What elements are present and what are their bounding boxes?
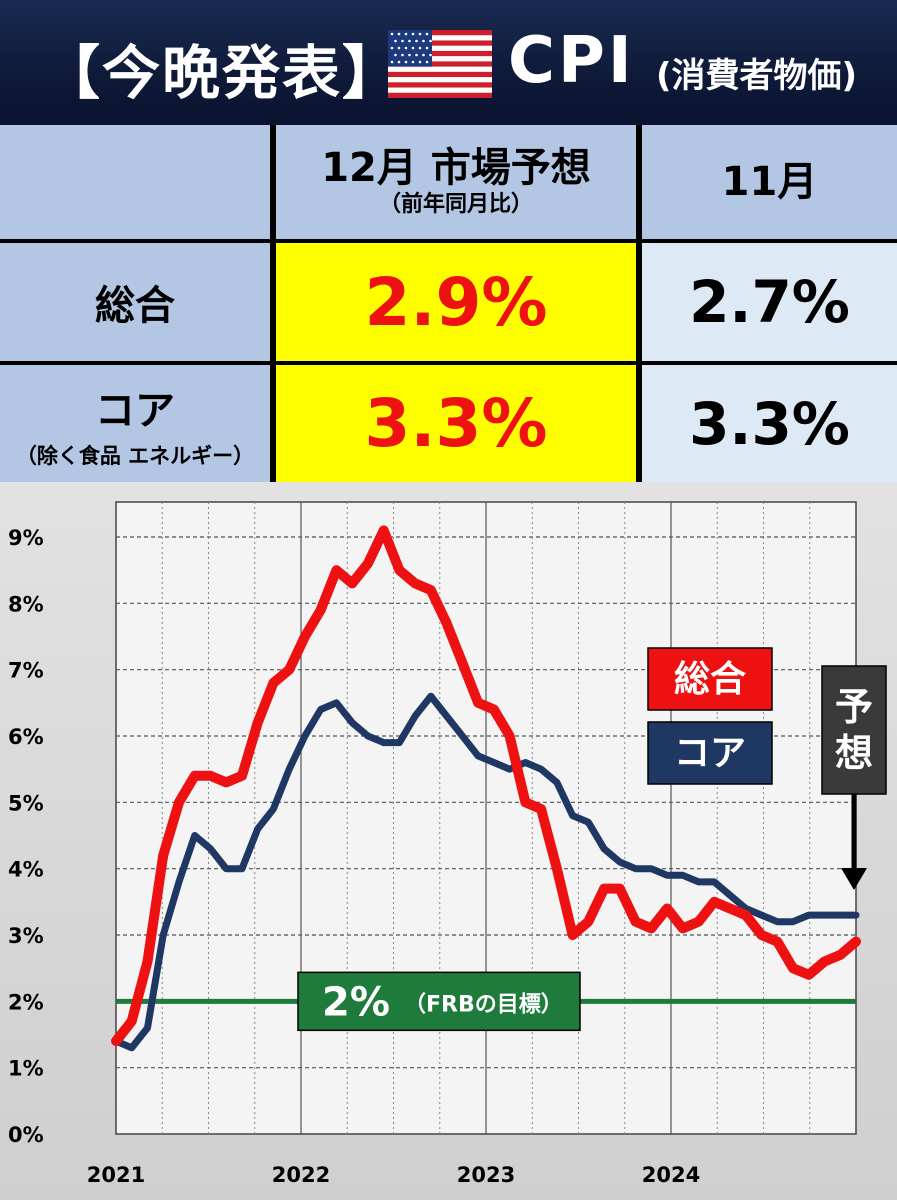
header-title: 【今晩発表】: [42, 39, 403, 107]
headline-forecast-cell: 2.9%: [276, 243, 636, 361]
row-label-text: 総合: [95, 283, 175, 329]
headline-prev-value: 2.7%: [689, 268, 850, 336]
forecast-table: 12月 市場予想 （前年同月比） 11月 総合 2.9% 2.7% コア （除く…: [0, 125, 897, 482]
x-tick-label: 2023: [457, 1163, 515, 1187]
target-label-note: （FRBの目標）: [404, 992, 563, 1017]
forecast-marker-char: 想: [835, 731, 873, 775]
y-tick-label: 1%: [8, 1057, 44, 1081]
prev-header-title: 11月: [721, 159, 818, 205]
core-forecast-value: 3.3%: [364, 385, 548, 462]
legend-core-label: コア: [674, 733, 746, 774]
header-banner: 【今晩発表】 CPI (消費者物価): [0, 0, 897, 125]
table-corner-cell: [0, 125, 270, 239]
row-label-core: コア （除く食品 エネルギー）: [0, 365, 270, 482]
x-tick-label: 2022: [272, 1163, 330, 1187]
y-tick-label: 3%: [8, 924, 44, 948]
x-tick-label: 2024: [642, 1163, 700, 1187]
y-tick-label: 2%: [8, 990, 44, 1014]
legend-core-box: [647, 721, 773, 785]
row-label-text: コア: [95, 387, 175, 434]
table-header-prev: 11月: [642, 125, 897, 239]
series-line-headline: [111, 525, 861, 1047]
y-tick-label: 9%: [8, 526, 44, 550]
core-prev-value: 3.3%: [689, 389, 850, 458]
header-subtitle: (消費者物価): [656, 56, 858, 96]
y-tick-label: 6%: [8, 725, 44, 749]
forecast-marker-box: [821, 665, 887, 795]
y-tick-label: 7%: [8, 659, 44, 683]
series-line-core: [112, 692, 860, 1052]
row-label-headline: 総合: [0, 243, 270, 361]
legend-headline-label: 総合: [674, 659, 746, 700]
cpi-line-chart: 0% 1% 2% 3% 4% 5% 6% 7% 8% 9% 2021 2022 2023 2024 2% （F…: [0, 482, 897, 1200]
table-header-forecast: 12月 市場予想 （前年同月比）: [276, 125, 636, 239]
forecast-header-title: 12月 市場予想: [321, 145, 591, 191]
y-tick-label: 5%: [8, 791, 44, 815]
core-prev-cell: 3.3%: [642, 365, 897, 482]
target-label-box: [297, 971, 581, 1032]
x-tick-label: 2021: [87, 1163, 145, 1187]
header-cpi: CPI: [508, 24, 635, 98]
forecast-marker-char: 予: [835, 685, 873, 729]
y-tick-label: 4%: [8, 858, 44, 882]
y-tick-label: 8%: [8, 592, 44, 616]
headline-forecast-value: 2.9%: [364, 263, 548, 341]
y-tick-label: 0%: [8, 1123, 44, 1147]
row-label-sub: （除く食品 エネルギー）: [15, 443, 255, 468]
headline-prev-cell: 2.7%: [642, 243, 897, 361]
legend-headline-box: [647, 647, 773, 711]
target-label: 2%: [322, 979, 390, 1025]
us-flag-icon: [388, 30, 492, 98]
chart-svg: 0% 1% 2% 3% 4% 5% 6% 7% 8% 9% 2021 2022 2023 2024 2% （F…: [8, 501, 887, 1187]
core-forecast-cell: 3.3%: [276, 365, 636, 482]
forecast-header-sub: （前年同月比）: [378, 192, 533, 217]
forecast-arrow-head: [841, 868, 867, 890]
